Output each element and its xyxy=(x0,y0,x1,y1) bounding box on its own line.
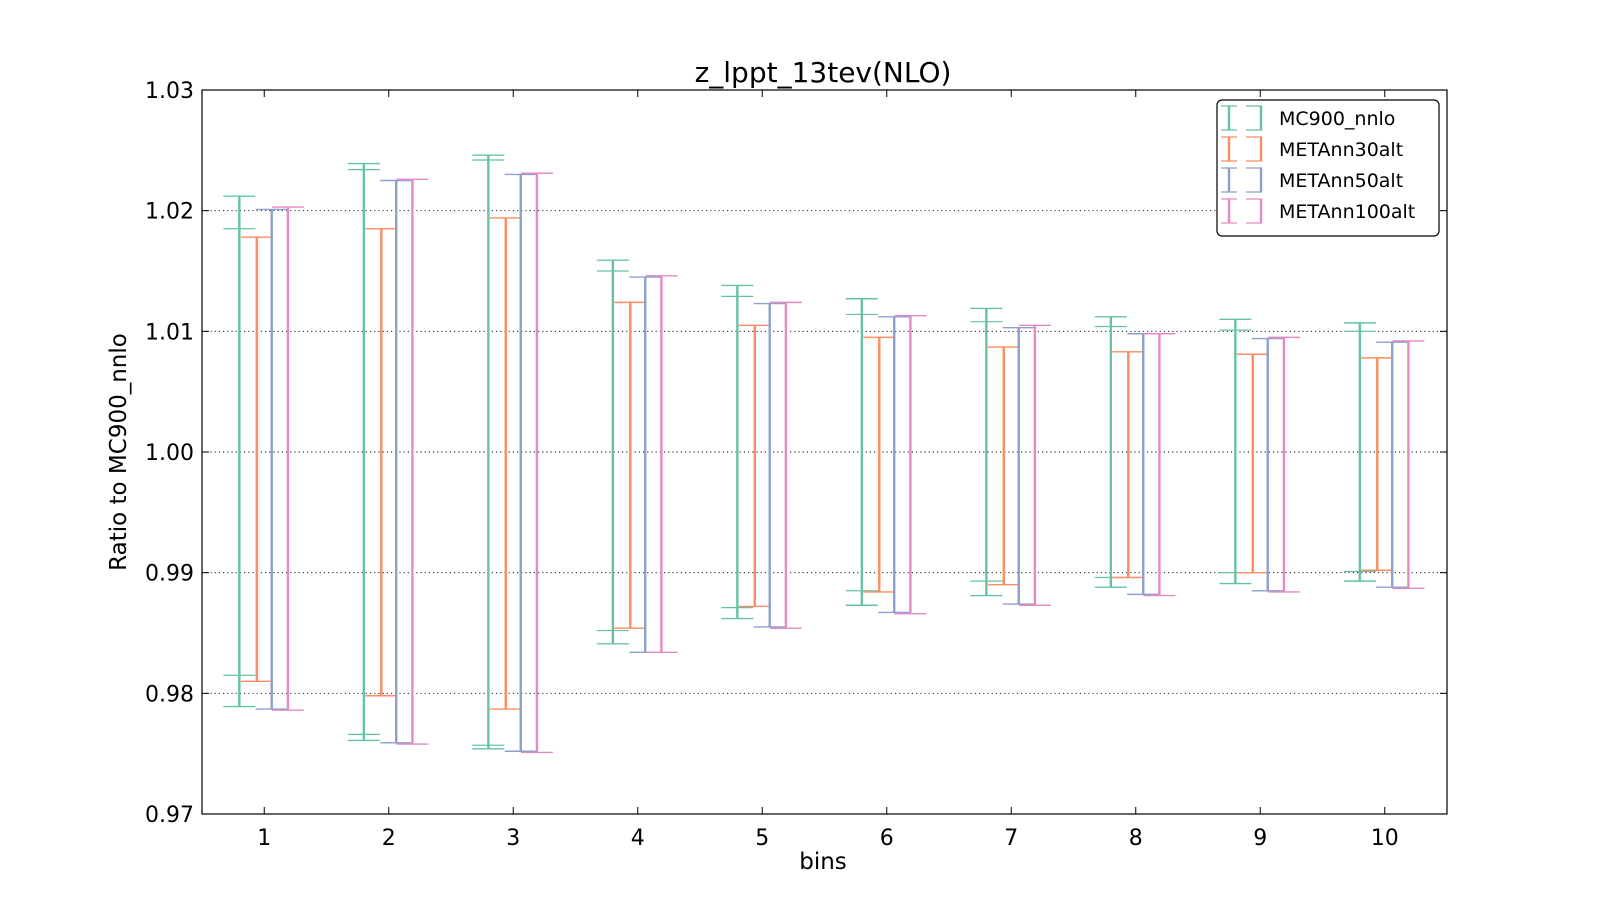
series-METAnn100alt xyxy=(271,172,1425,754)
x-tick-label: 1 xyxy=(257,826,271,851)
x-tick-label: 6 xyxy=(880,826,894,851)
x-tick-label: 8 xyxy=(1129,826,1143,851)
legend[interactable]: MC900_nnlo METAnn30alt METAnn50alt METAnn10… xyxy=(1216,99,1440,237)
axis-ticks: 0.97 0.98 0.99 1.00 1.01 1.02 1.03 1 2 3 4 5 6 7 8 9 10 xyxy=(145,79,1447,851)
legend-label: METAnn50alt xyxy=(1279,170,1403,192)
y-tick-label: 0.97 xyxy=(145,803,194,828)
y-tick-label: 1.01 xyxy=(145,320,194,345)
legend-label: METAnn100alt xyxy=(1279,201,1415,223)
legend-label: MC900_nnlo xyxy=(1279,108,1395,130)
y-tick-label: 1.03 xyxy=(145,79,194,104)
legend-label: METAnn30alt xyxy=(1279,139,1403,161)
x-tick-label: 4 xyxy=(631,826,645,851)
legend-item-METAnn100alt[interactable]: METAnn100alt xyxy=(1221,198,1415,224)
legend-box xyxy=(1216,99,1440,237)
legend-item-METAnn50alt[interactable]: METAnn50alt xyxy=(1221,167,1403,193)
series-MC900_nnlo xyxy=(223,154,1376,750)
x-tick-label: 9 xyxy=(1253,826,1267,851)
x-tick-label: 2 xyxy=(382,826,396,851)
x-tick-label: 10 xyxy=(1371,826,1399,851)
x-axis-label: bins xyxy=(799,849,847,875)
x-tick-label: 5 xyxy=(755,826,769,851)
x-tick-label: 7 xyxy=(1004,826,1018,851)
y-axis-label: Ratio to MC900_nnlo xyxy=(106,333,132,571)
legend-item-METAnn30alt[interactable]: METAnn30alt xyxy=(1221,136,1403,162)
data-series xyxy=(223,154,1425,754)
y-tick-label: 0.98 xyxy=(145,682,194,707)
series-METAnn30alt xyxy=(240,217,1394,710)
series-METAnn50alt xyxy=(255,173,1409,752)
y-tick-label: 0.99 xyxy=(145,562,194,587)
y-tick-label: 1.02 xyxy=(145,200,194,225)
chart-title: z_lppt_13tev(NLO) xyxy=(695,56,952,89)
legend-item-MC900_nnlo[interactable]: MC900_nnlo xyxy=(1221,105,1395,131)
y-tick-label: 1.00 xyxy=(145,441,194,466)
grid-lines xyxy=(202,210,1447,694)
x-tick-label: 3 xyxy=(506,826,520,851)
